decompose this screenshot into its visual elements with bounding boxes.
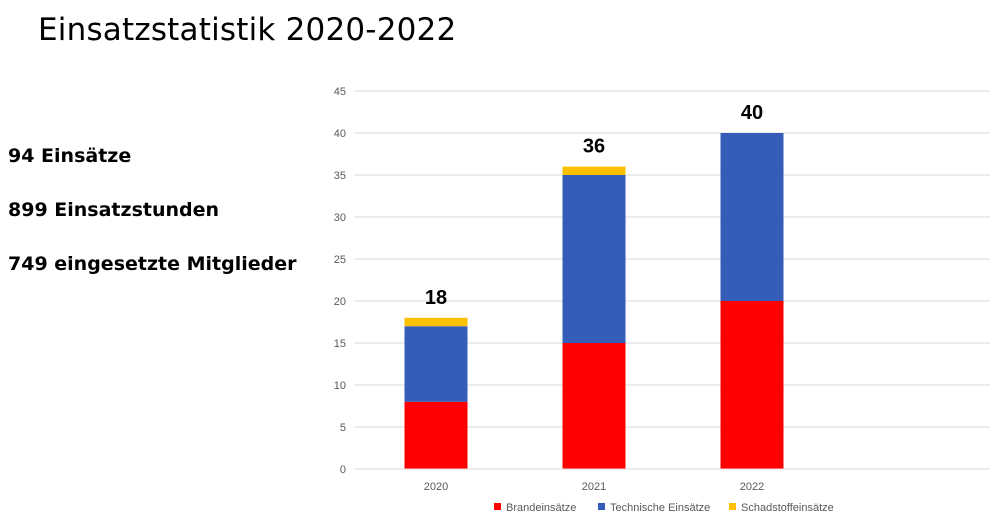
- y-tick-label: 20: [334, 296, 346, 308]
- page-title: Einsatzstatistik 2020-2022: [38, 12, 457, 48]
- stat-einsatzstunden: 899 Einsatzstunden: [8, 199, 220, 221]
- x-tick-label: 2020: [424, 481, 448, 493]
- y-tick-label: 40: [334, 128, 346, 140]
- legend-label-2: Technische Einsätze: [610, 502, 710, 514]
- stats-list: 94 Einsätze 899 Einsatzstunden 749 einge…: [8, 142, 296, 304]
- total-label-2022: 40: [741, 102, 763, 124]
- legend-swatch-2: [598, 503, 605, 510]
- stat-einsaetze: 94 Einsätze: [8, 145, 132, 167]
- bar-2020-segment-3: [404, 317, 468, 327]
- y-tick-label: 25: [334, 254, 346, 266]
- stat-mitglieder: 749 eingesetzte Mitglieder: [8, 253, 297, 275]
- total-label-2020: 18: [425, 287, 447, 309]
- y-tick-label: 35: [334, 170, 346, 182]
- y-tick-label: 0: [340, 464, 346, 476]
- y-tick-label: 15: [334, 338, 346, 350]
- bar-2021-segment-3: [562, 166, 626, 175]
- total-label-2021: 36: [583, 136, 605, 158]
- bar-2020-segment-1: [404, 401, 468, 469]
- y-tick-label: 5: [340, 422, 346, 434]
- legend-swatch-1: [494, 503, 501, 510]
- legend-swatch-3: [729, 503, 736, 510]
- bar-2020-segment-2: [404, 326, 468, 402]
- x-tick-label: 2022: [740, 481, 764, 493]
- y-tick-label: 45: [334, 86, 346, 98]
- x-tick-label: 2021: [582, 481, 606, 493]
- bar-2021-segment-1: [562, 343, 626, 469]
- bar-2022-segment-1: [720, 301, 784, 469]
- legend-label-1: Brandeinsätze: [506, 502, 576, 514]
- bar-2021-segment-2: [562, 175, 626, 343]
- legend-label-3: Schadstoffeinsätze: [741, 502, 834, 514]
- bar-2022-segment-2: [720, 133, 784, 301]
- y-tick-label: 10: [334, 380, 346, 392]
- y-tick-label: 30: [334, 212, 346, 224]
